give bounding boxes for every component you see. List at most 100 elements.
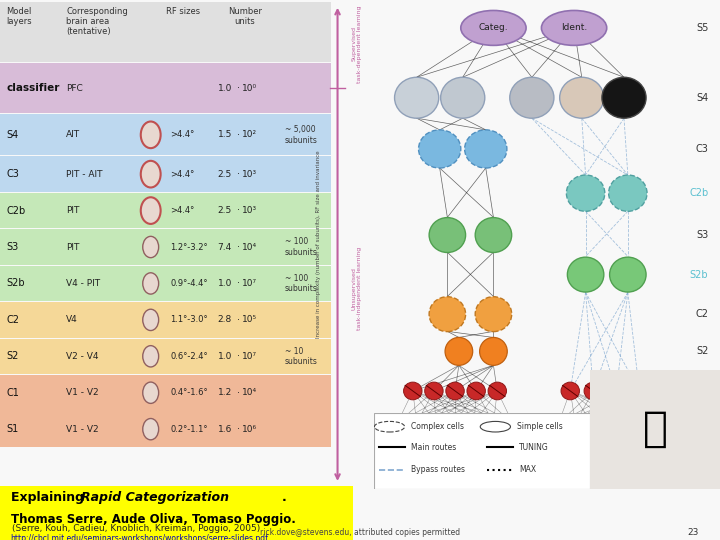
Ellipse shape [475,296,512,332]
Text: 10⁴: 10⁴ [242,388,257,397]
Text: ·: · [237,130,240,140]
Text: S1: S1 [696,426,708,436]
Text: 1.1°-3.0°: 1.1°-3.0° [171,315,208,325]
Text: ~ 5,000
subunits: ~ 5,000 subunits [285,125,318,145]
Text: PIT - AIT: PIT - AIT [66,170,103,179]
Text: S3: S3 [696,230,708,240]
Text: S3: S3 [6,242,19,252]
Circle shape [143,237,158,258]
Text: 0.6°-2.4°: 0.6°-2.4° [171,352,208,361]
Ellipse shape [404,382,422,400]
Text: 10³: 10³ [242,170,257,179]
Text: RF sizes: RF sizes [166,6,199,16]
Text: Rapid Categorization: Rapid Categorization [81,491,229,504]
Text: Corresponding
brain area
(tentative): Corresponding brain area (tentative) [66,6,128,37]
Text: C1: C1 [696,386,708,396]
Text: PIT: PIT [66,242,80,252]
Text: PIT: PIT [66,206,80,215]
Text: C2b: C2b [6,206,26,215]
Text: 10⁷: 10⁷ [242,279,257,288]
Ellipse shape [461,10,526,45]
Ellipse shape [602,77,646,118]
FancyBboxPatch shape [0,63,331,113]
FancyBboxPatch shape [0,411,331,447]
Text: .: . [282,491,287,504]
Text: http://cbcl.mit.edu/seminars-workshops/workshops/serre-slides.pdf: http://cbcl.mit.edu/seminars-workshops/w… [11,534,269,540]
Text: Complex cells: Complex cells [411,422,464,431]
Circle shape [143,382,158,403]
Text: 0.4°-1.6°: 0.4°-1.6° [171,388,208,397]
Text: ·: · [237,242,240,252]
Text: 🐕: 🐕 [643,408,667,450]
Text: Thomas Serre, Aude Oliva, Tomaso Poggio.: Thomas Serre, Aude Oliva, Tomaso Poggio. [11,513,295,526]
Text: ~ 100
subunits: ~ 100 subunits [285,274,318,293]
Text: MAX: MAX [519,465,536,474]
Text: 10³: 10³ [242,206,257,215]
Text: ·: · [237,352,240,361]
Ellipse shape [395,77,438,118]
FancyBboxPatch shape [0,193,331,228]
Text: Categ.: Categ. [479,23,508,32]
Text: S2b: S2b [6,279,25,288]
Ellipse shape [601,423,616,438]
FancyBboxPatch shape [0,157,331,192]
Text: ·: · [237,279,240,288]
Text: (Serre, Kouh, Cadieu, Knoblich, Kreiman, Poggio, 2005): (Serre, Kouh, Cadieu, Knoblich, Kreiman,… [12,524,260,533]
Text: C1: C1 [6,388,19,398]
Text: 10²: 10² [242,130,257,139]
Text: S4: S4 [6,130,19,140]
Text: C2: C2 [696,309,708,319]
Ellipse shape [441,77,485,118]
Ellipse shape [429,218,466,253]
Text: 23: 23 [687,528,698,537]
Circle shape [143,346,158,367]
Text: 2.5: 2.5 [217,170,232,179]
Circle shape [143,273,158,294]
Text: 10⁷: 10⁷ [242,352,257,361]
Ellipse shape [488,382,506,400]
Text: 0.9°-4.4°: 0.9°-4.4° [171,279,208,288]
Text: S2b: S2b [690,269,708,280]
Text: Model
layers: Model layers [6,6,32,26]
Text: V2 - V4: V2 - V4 [66,352,99,361]
Text: ~ 100
subunits: ~ 100 subunits [285,237,318,256]
Circle shape [143,309,158,330]
Text: Main routes: Main routes [411,443,456,451]
Text: ·: · [237,169,240,179]
Circle shape [140,161,161,187]
Text: 0.2°-1.1°: 0.2°-1.1° [171,424,208,434]
Text: Increase in complexity (number of subunits), RF size and invariance: Increase in complexity (number of subuni… [315,151,320,338]
Text: rick.dove@stevens.edu, attributed copies permitted: rick.dove@stevens.edu, attributed copies… [260,528,460,537]
Text: 1.0: 1.0 [217,84,232,93]
Text: >4.4°: >4.4° [171,206,195,215]
Ellipse shape [425,382,443,400]
FancyBboxPatch shape [374,413,590,489]
Text: 2.5: 2.5 [217,206,232,215]
FancyBboxPatch shape [0,230,331,265]
Ellipse shape [608,175,647,211]
Text: ~ 10
subunits: ~ 10 subunits [285,347,318,366]
Ellipse shape [541,10,607,45]
Text: 1.0: 1.0 [217,279,232,288]
Ellipse shape [429,296,466,332]
Ellipse shape [584,382,603,400]
Text: 1.6: 1.6 [217,424,232,434]
Ellipse shape [607,382,626,400]
Text: 7.4: 7.4 [217,242,232,252]
Text: AIT: AIT [66,130,81,139]
Text: C3: C3 [696,144,708,154]
Text: C3: C3 [6,169,19,179]
FancyBboxPatch shape [0,2,331,62]
Ellipse shape [467,423,482,438]
Text: Bypass routes: Bypass routes [411,465,465,474]
Text: 1.0: 1.0 [217,352,232,361]
FancyBboxPatch shape [0,114,331,156]
Ellipse shape [551,423,567,438]
Ellipse shape [480,338,508,366]
Text: Supervised
task-dependent learning: Supervised task-dependent learning [351,5,362,83]
Text: TUNING: TUNING [519,443,549,451]
Text: C2: C2 [6,315,19,325]
Ellipse shape [446,382,464,400]
Text: Ident.: Ident. [561,23,588,32]
Text: Number
units: Number units [228,6,262,26]
